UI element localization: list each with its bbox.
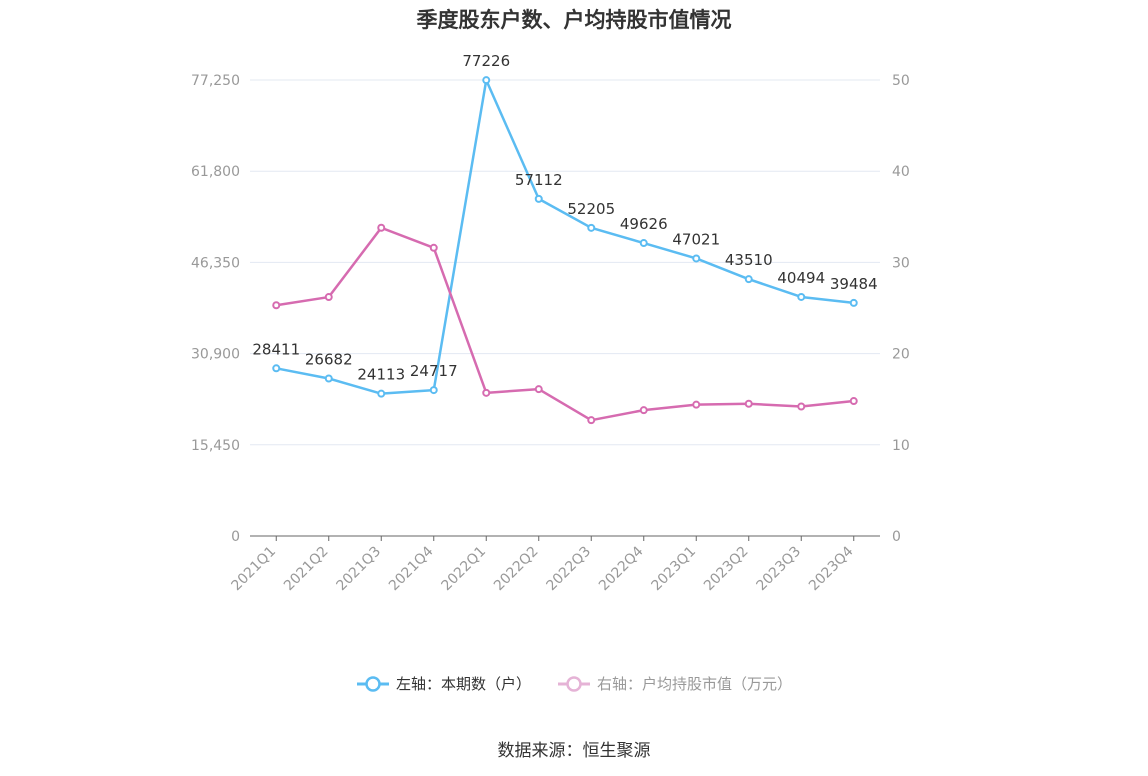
chart-title: 季度股东户数、户均持股市值情况 (416, 8, 732, 32)
x-axis-tick-label: 2023Q4 (806, 543, 857, 594)
legend-item-right-series[interactable]: 右轴：户均持股市值（万元） (557, 673, 792, 694)
right-series-point (272, 301, 281, 310)
left-series-point (534, 194, 543, 203)
right-axis-tick-label: 40 (892, 164, 910, 180)
left-series-point (639, 239, 648, 248)
chart-legend: 左轴：本期数（户） 右轴：户均持股市值（万元） (0, 673, 1148, 694)
data-label: 57112 (515, 171, 563, 189)
left-series-point (587, 223, 596, 232)
right-axis-tick-label: 10 (892, 438, 910, 454)
right-series-point (692, 400, 701, 409)
legend-label-right: 右轴：户均持股市值（万元） (597, 675, 793, 693)
x-axis-tick-label: 2022Q1 (438, 544, 489, 595)
left-series-point (482, 76, 491, 85)
data-source: 数据来源：恒生聚源 (497, 741, 651, 761)
left-series-point (377, 389, 386, 398)
data-label: 49626 (620, 215, 668, 233)
right-series-point (534, 385, 543, 394)
legend-swatch-right (558, 675, 590, 692)
data-label: 43510 (725, 251, 773, 269)
left-series-point (849, 298, 858, 307)
x-axis-tick-label: 2022Q4 (596, 543, 647, 594)
left-series-point (797, 292, 806, 301)
x-axis-tick-label: 2021Q4 (386, 543, 437, 594)
data-label: 24717 (410, 362, 458, 380)
right-axis-tick-label: 50 (892, 73, 910, 89)
right-series-point (377, 223, 386, 232)
x-axis-tick-label: 2021Q2 (281, 544, 332, 595)
data-label: 28411 (252, 340, 300, 358)
right-series-line (276, 226, 854, 422)
x-axis-tick-label: 2023Q3 (753, 544, 804, 595)
right-axis-tick-label: 0 (892, 529, 901, 545)
x-axis-tick-label: 2023Q1 (648, 544, 699, 595)
legend-label-left: 左轴：本期数（户） (395, 675, 531, 693)
right-series-point (797, 402, 806, 411)
legend-swatch-left (356, 675, 389, 692)
left-series-point (429, 386, 438, 395)
x-axis-tick-label: 2021Q3 (333, 544, 384, 595)
right-series-point (587, 416, 596, 425)
left-axis-tick-label: 15,450 (191, 438, 240, 454)
right-series-point (744, 399, 753, 408)
legend-item-left-series[interactable]: 左轴：本期数（户） (356, 673, 531, 694)
data-label: 40494 (777, 269, 825, 287)
left-series-point (744, 275, 753, 284)
x-axis-tick-label: 2022Q2 (491, 544, 542, 595)
data-label: 52205 (567, 200, 615, 218)
right-series-point (639, 406, 648, 415)
right-axis-tick-label: 30 (892, 255, 910, 271)
right-series-point (849, 397, 858, 406)
left-series-point (692, 254, 701, 263)
right-series-point (429, 243, 438, 252)
data-label: 24113 (357, 366, 405, 384)
data-label: 47021 (672, 230, 720, 248)
right-axis-tick-label: 20 (892, 347, 910, 363)
left-axis-tick-label: 77,250 (191, 73, 240, 89)
x-axis-tick-label: 2022Q3 (543, 544, 594, 595)
x-axis-tick-label: 2021Q1 (228, 544, 279, 595)
right-series-point (324, 293, 333, 302)
left-series-point (324, 374, 333, 383)
left-axis-tick-label: 30,900 (191, 347, 240, 363)
data-label: 39484 (830, 275, 878, 293)
x-axis-tick-label: 2023Q2 (701, 544, 752, 595)
data-label: 26682 (305, 350, 353, 368)
right-series-point (482, 388, 491, 397)
left-series-line (276, 78, 854, 395)
data-label: 77226 (462, 52, 510, 70)
left-axis-tick-label: 61,800 (191, 164, 240, 180)
left-series-point (272, 364, 281, 373)
left-axis-tick-label: 46,350 (191, 255, 240, 271)
left-axis-tick-label: 0 (231, 529, 240, 545)
